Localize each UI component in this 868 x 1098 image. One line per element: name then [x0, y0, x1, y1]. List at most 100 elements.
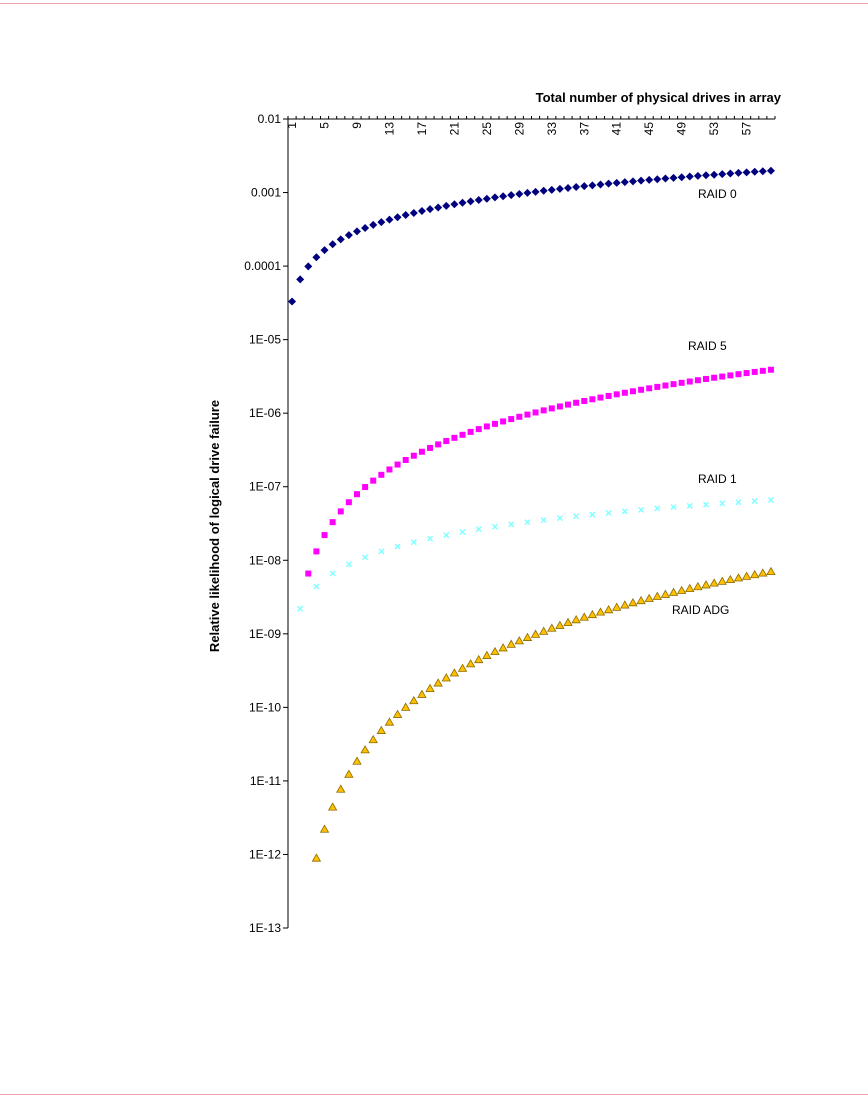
point: [538, 626, 549, 635]
point: [604, 179, 613, 188]
point: [433, 678, 443, 687]
point: [621, 389, 628, 396]
point: [417, 689, 427, 698]
point: [620, 178, 629, 187]
point: [361, 223, 370, 232]
point: [474, 195, 483, 204]
point: [597, 394, 604, 401]
point: [515, 189, 524, 198]
point: [443, 438, 450, 445]
x-tick-label: 29: [512, 122, 526, 136]
point: [733, 573, 744, 582]
point: [719, 500, 726, 507]
point: [660, 589, 671, 598]
series-raid-5: [305, 366, 774, 577]
point: [685, 172, 694, 181]
point: [426, 205, 435, 214]
point: [750, 167, 759, 176]
point: [490, 193, 499, 202]
y-tick-label: 1E-08: [249, 553, 281, 567]
point: [320, 246, 329, 255]
point: [450, 200, 459, 209]
point: [491, 420, 498, 427]
point: [661, 174, 670, 183]
point: [441, 673, 451, 682]
x-tick-label: 57: [740, 122, 754, 136]
point: [425, 683, 435, 692]
point: [563, 617, 573, 627]
point: [369, 220, 378, 229]
x-tick-labels: 1 5 9 13 17 21 25 29 33 37 41 45 49 53 57: [285, 116, 776, 136]
point: [449, 668, 460, 677]
point: [767, 366, 774, 373]
point: [344, 231, 353, 240]
x-tick-label: 25: [480, 122, 494, 136]
point: [766, 166, 775, 175]
point: [573, 513, 580, 520]
y-axis-title: Relative likelihood of logical drive fai…: [207, 400, 222, 652]
point: [313, 583, 320, 590]
label-raid-1: RAID 1: [698, 472, 737, 486]
point: [555, 184, 564, 193]
point: [638, 386, 645, 393]
point: [482, 194, 491, 203]
point: [523, 188, 532, 197]
point: [360, 745, 370, 754]
point: [378, 471, 385, 478]
point: [475, 526, 482, 533]
point: [613, 391, 620, 398]
point: [670, 381, 677, 388]
point: [629, 388, 636, 395]
point: [532, 409, 539, 416]
y-tick-label: 1E-07: [249, 480, 281, 494]
point: [482, 650, 492, 659]
point: [735, 371, 742, 378]
point: [767, 497, 774, 503]
point: [297, 605, 304, 612]
point: [654, 505, 661, 512]
point: [394, 543, 401, 550]
point: [654, 383, 661, 390]
point: [401, 702, 411, 711]
point: [693, 171, 702, 180]
point: [498, 643, 508, 652]
point: [352, 756, 362, 765]
point: [506, 639, 516, 648]
point: [376, 725, 387, 734]
x-tick-label: 45: [642, 122, 656, 136]
point: [370, 477, 377, 484]
point: [719, 373, 726, 380]
bottom-rule: [0, 1094, 868, 1095]
point: [572, 183, 581, 192]
y-tick-label: 1E-09: [249, 627, 281, 641]
point: [668, 587, 679, 596]
point: [581, 397, 588, 404]
point: [402, 456, 409, 463]
point: [686, 378, 693, 385]
point: [628, 598, 638, 607]
point: [556, 515, 563, 522]
point: [547, 623, 557, 632]
point: [645, 175, 654, 184]
point: [345, 561, 352, 568]
point: [410, 539, 417, 546]
point: [579, 612, 589, 621]
point: [573, 399, 580, 406]
x-tick-label: 37: [577, 122, 591, 136]
label-raid-adg: RAID ADG: [672, 603, 729, 617]
point: [595, 607, 606, 616]
point: [410, 452, 417, 459]
point: [418, 448, 425, 455]
y-tick-label: 1E-11: [250, 774, 281, 788]
point: [352, 227, 361, 236]
series-raid-1: [297, 497, 774, 612]
point: [605, 509, 612, 516]
point: [735, 499, 742, 506]
x-tick-label: 17: [415, 122, 429, 136]
point: [726, 169, 735, 178]
point: [620, 600, 630, 609]
point: [711, 374, 718, 381]
point: [603, 605, 614, 614]
point: [319, 824, 330, 833]
point: [571, 615, 581, 624]
